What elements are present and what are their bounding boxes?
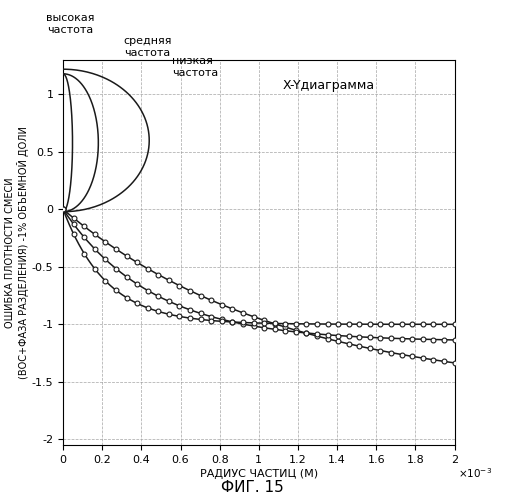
Text: низкая
частота: низкая частота [172,56,218,78]
Text: ФИГ. 15: ФИГ. 15 [221,480,284,495]
X-axis label: РАДИУС ЧАСТИЦ (М): РАДИУС ЧАСТИЦ (М) [200,469,318,479]
Text: $\times10^{-3}$: $\times10^{-3}$ [459,466,492,480]
Y-axis label: ОШИБКА ПЛОТНОСТИ СМЕСИ
(ВОС+ФАЗА РАЗДЕЛЕНИЯ) -1% ОБЪЕМНОЙ ДОЛИ: ОШИБКА ПЛОТНОСТИ СМЕСИ (ВОС+ФАЗА РАЗДЕЛЕ… [5,126,29,379]
Text: высокая
частота: высокая частота [46,14,95,35]
Text: X-Yдиаграмма: X-Yдиаграмма [282,79,374,92]
Text: средняя
частота: средняя частота [124,36,172,58]
